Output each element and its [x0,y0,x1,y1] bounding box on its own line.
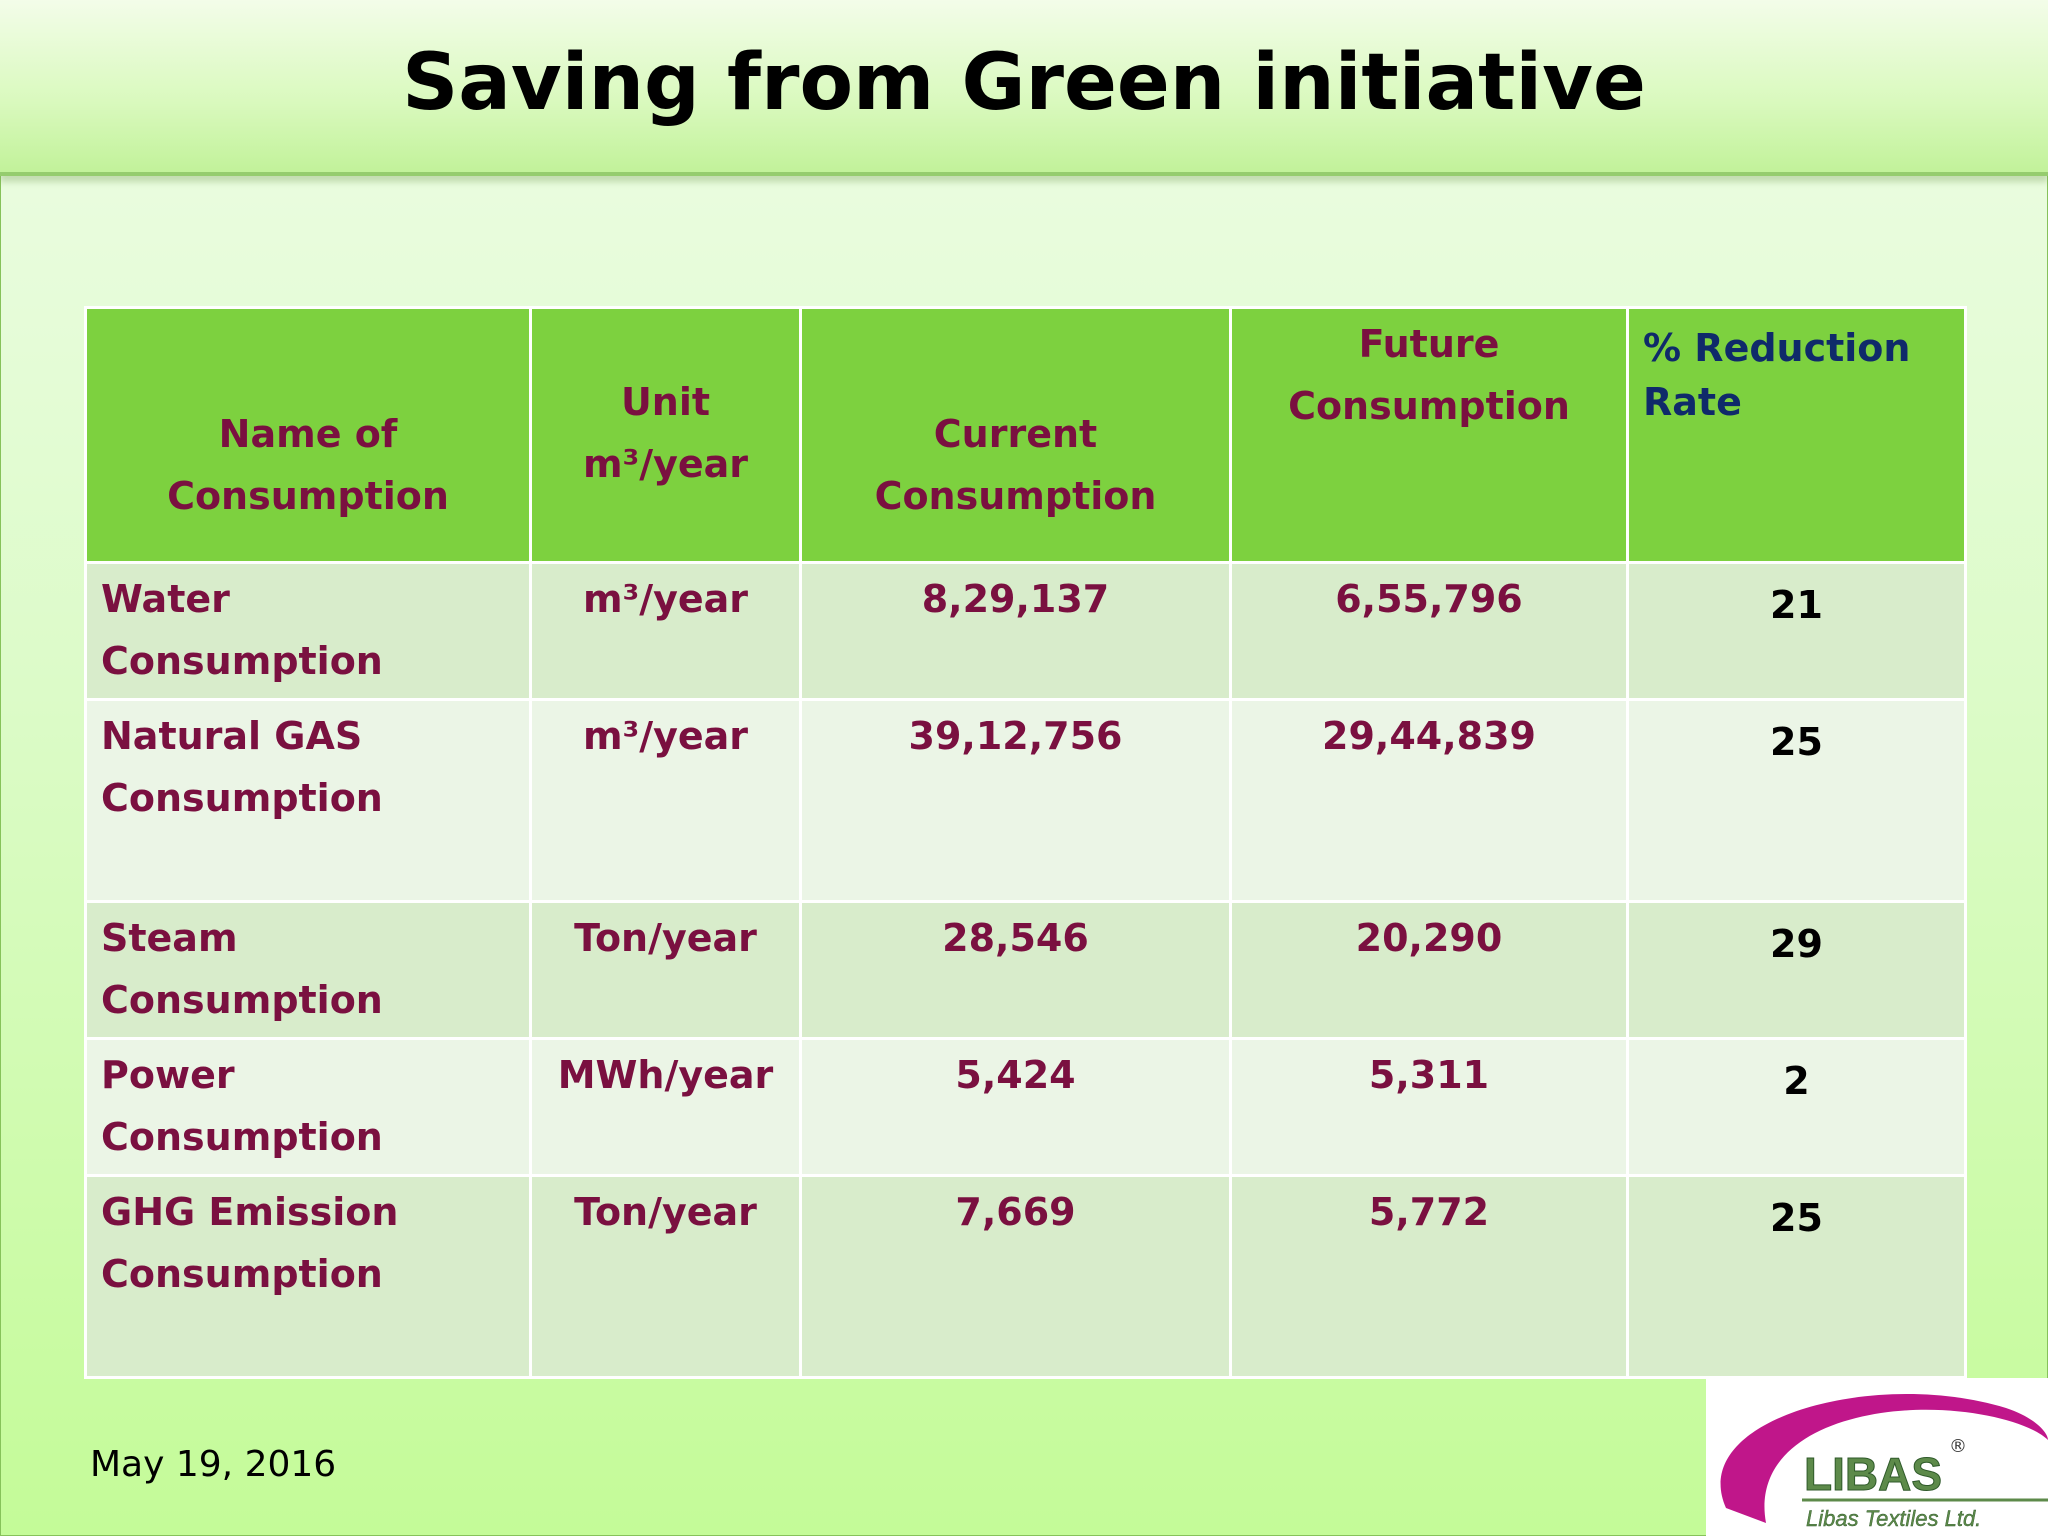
header-future-consumption: Future Consumption [1229,306,1629,564]
cell-current: 7,669 [799,1174,1232,1379]
cell-current: 5,424 [799,1037,1232,1177]
cell-name: GHG Emission Consumption [84,1174,532,1379]
cell-current: 28,546 [799,900,1232,1040]
header-name-of-consumption: Name of Consumption [84,306,532,564]
table-row: Power Consumption MWh/year 5,424 5,311 2 [84,1037,1967,1177]
cell-future: 29,44,839 [1229,698,1629,903]
cell-rate: 25 [1626,1174,1967,1379]
cell-unit: Ton/year [529,1174,802,1379]
cell-rate: 21 [1626,561,1967,701]
table-header-row: Name of Consumption Unit m³/year Current… [84,306,1967,564]
cell-unit: m³/year [529,698,802,903]
consumption-table: Name of Consumption Unit m³/year Current… [84,306,1967,1379]
cell-unit: Ton/year [529,900,802,1040]
slide-title: Saving from Green initiative [402,38,1646,128]
logo-registered: ® [1949,1436,1967,1457]
table-row: Steam Consumption Ton/year 28,546 20,290… [84,900,1967,1040]
cell-name: Water Consumption [84,561,532,701]
cell-unit: m³/year [529,561,802,701]
cell-name: Natural GAS Consumption [84,698,532,903]
cell-name: Steam Consumption [84,900,532,1040]
logo-tagline: Libas Textiles Ltd. [1806,1506,1981,1531]
table-row: Natural GAS Consumption m³/year 39,12,75… [84,698,1967,903]
cell-name: Power Consumption [84,1037,532,1177]
cell-unit: MWh/year [529,1037,802,1177]
cell-rate: 2 [1626,1037,1967,1177]
cell-rate: 25 [1626,698,1967,903]
title-band: Saving from Green initiative [0,0,2048,176]
slide-date: May 19, 2016 [90,1444,337,1485]
cell-rate: 29 [1626,900,1967,1040]
cell-future: 5,311 [1229,1037,1629,1177]
logo-wordmark: LIBAS [1804,1448,1942,1500]
libas-logo: LIBAS ® Libas Textiles Ltd. [1706,1378,2048,1536]
header-reduction-rate: % Reduction Rate [1626,306,1967,564]
table-row: Water Consumption m³/year 8,29,137 6,55,… [84,561,1967,701]
header-unit: Unit m³/year [529,306,802,564]
cell-current: 8,29,137 [799,561,1232,701]
cell-future: 20,290 [1229,900,1629,1040]
logo-swoosh-icon: LIBAS ® Libas Textiles Ltd. [1720,1394,2048,1531]
cell-current: 39,12,756 [799,698,1232,903]
header-current-consumption: Current Consumption [799,306,1232,564]
cell-future: 5,772 [1229,1174,1629,1379]
table-row: GHG Emission Consumption Ton/year 7,669 … [84,1174,1967,1379]
logo-swoosh [1720,1394,2048,1523]
cell-future: 6,55,796 [1229,561,1629,701]
